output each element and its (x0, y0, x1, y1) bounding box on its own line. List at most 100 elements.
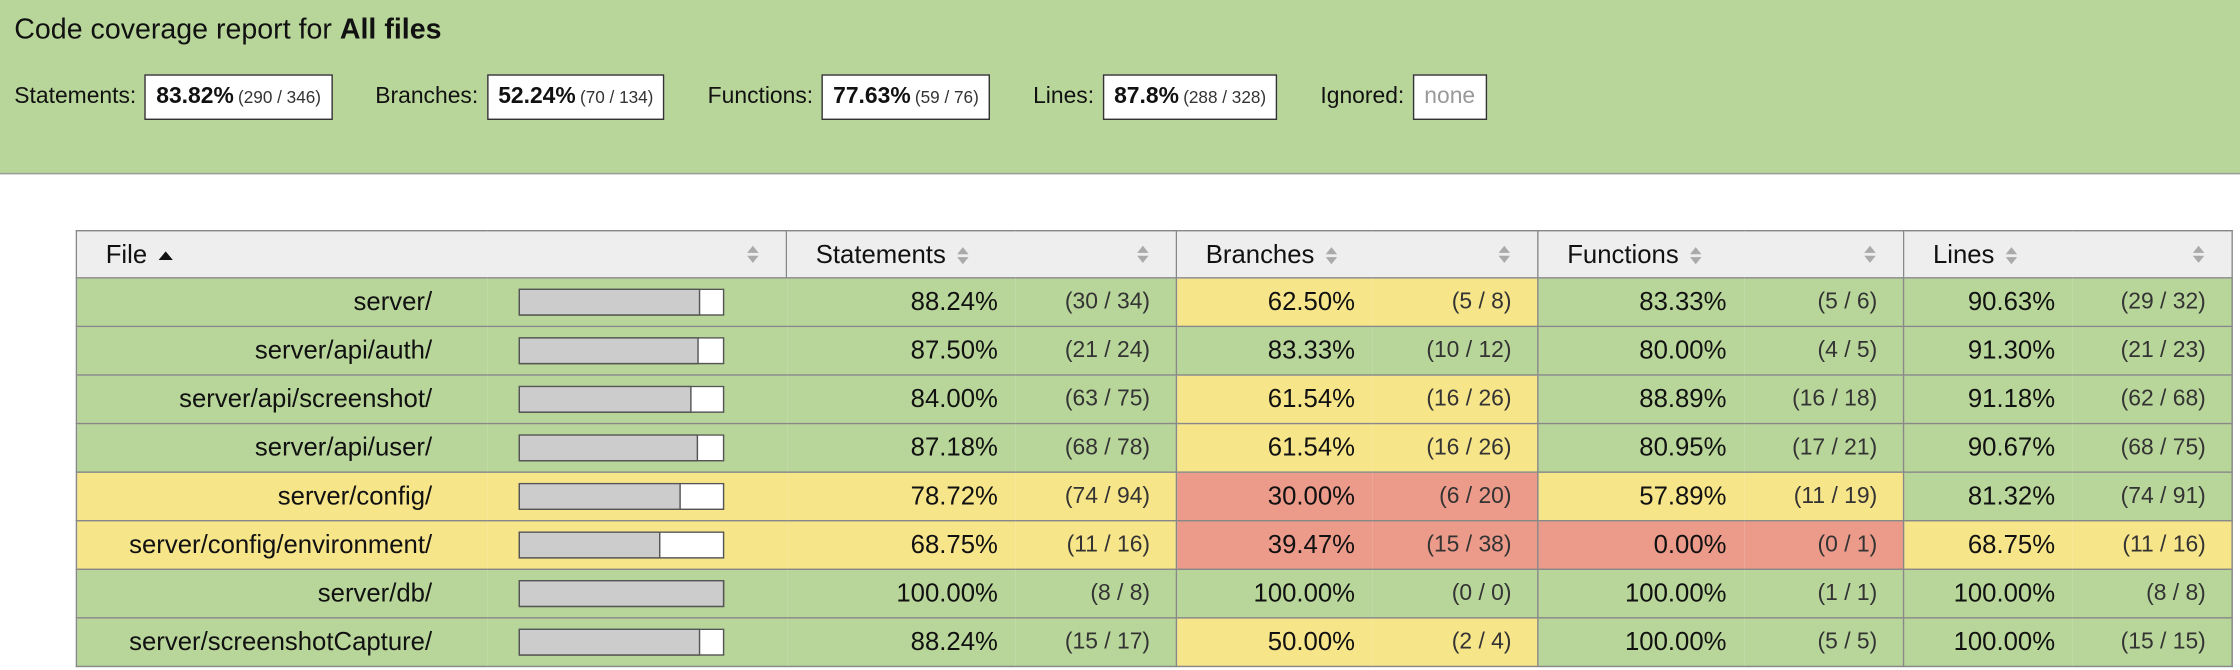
file-name[interactable]: server/db/ (75, 568, 487, 619)
fraction: (8 / 8) (2072, 568, 2233, 619)
summary-pct: 87.8% (1114, 84, 1179, 109)
file-name[interactable]: server/config/ (75, 471, 487, 522)
sort-arrow (2005, 246, 2018, 264)
fraction: (68 / 75) (2072, 422, 2233, 473)
coverage-bar-cell (486, 617, 787, 668)
column-title: Lines (1932, 239, 1995, 268)
fraction: (74 / 94) (1015, 471, 1178, 522)
percent: 81.32% (1903, 471, 2073, 522)
column-title: Statements (815, 239, 946, 268)
percent: 80.00% (1537, 325, 1744, 376)
percent: 39.47% (1176, 519, 1373, 570)
summary-label: Statements: (14, 84, 137, 109)
percent: 100.00% (1537, 568, 1744, 619)
summary-label: Lines: (1033, 84, 1095, 109)
fraction: (11 / 16) (2072, 519, 2233, 570)
fraction: (63 / 75) (1015, 374, 1178, 425)
summary-fraction: (59 / 76) (914, 87, 979, 108)
coverage-bar-cell (486, 519, 787, 570)
title: Code coverage report for All files (14, 14, 441, 47)
fraction: (5 / 6) (1743, 277, 1905, 328)
coverage-bar (517, 433, 724, 461)
coverage-bar (517, 579, 724, 607)
bar-fill (517, 530, 660, 558)
fraction: (16 / 26) (1372, 422, 1539, 473)
title-prefix: Code coverage report for (14, 14, 332, 46)
summary: Statements: 83.82% (290 / 346) Branches: 52.… (14, 74, 1529, 120)
fraction: (15 / 15) (2072, 617, 2233, 668)
fraction: (11 / 16) (1015, 519, 1178, 570)
column-title: Functions (1567, 239, 1679, 268)
coverage-bar-cell (486, 325, 787, 376)
sort-arrow (2192, 245, 2205, 263)
percent: 100.00% (1903, 568, 2073, 619)
file-name[interactable]: server/api/auth/ (75, 325, 487, 376)
summary-label: Functions: (707, 84, 814, 109)
column-header[interactable]: Functions (1537, 229, 1905, 279)
coverage-bar (517, 384, 724, 413)
column-header[interactable]: Branches (1175, 229, 1539, 279)
percent: 83.33% (1176, 325, 1373, 376)
percent: 90.63% (1903, 277, 2073, 328)
percent: 91.18% (1903, 374, 2073, 425)
percent: 100.00% (1903, 617, 2073, 668)
file-name[interactable]: server/config/environment/ (75, 519, 487, 570)
percent: 78.72% (786, 471, 1016, 522)
percent: 68.75% (1903, 519, 2073, 570)
percent: 50.00% (1176, 617, 1373, 668)
table-row: server/db/100.00% (8 / 8) 100.00% (0 / 0) 10… (75, 568, 2233, 619)
percent: 62.50% (1176, 277, 1373, 328)
table-row: server/88.24% (30 / 34) 62.50% (5 / 8) 83.33… (75, 277, 2233, 328)
fraction: (0 / 0) (1372, 568, 1539, 619)
column-header[interactable]: Lines (1902, 229, 2233, 279)
ignored-value: none (1412, 74, 1487, 120)
percent: 88.24% (786, 277, 1016, 328)
sort-arrow (158, 251, 173, 260)
summary-item: Statements: 83.82% (290 / 346) (14, 74, 333, 120)
table-row: server/config/78.72% (74 / 94) 30.00% (6 / … (75, 471, 2233, 522)
percent: 61.54% (1176, 422, 1373, 473)
file-name[interactable]: server/screenshotCapture/ (75, 617, 487, 668)
sort-asc-icon (158, 251, 173, 260)
summary-label: Ignored: (1320, 84, 1405, 109)
fraction: (11 / 19) (1743, 471, 1905, 522)
file-name[interactable]: server/api/user/ (75, 422, 487, 473)
coverage-bar-cell (486, 471, 787, 522)
table-row: server/screenshotCapture/88.24% (15 / 17)… (75, 617, 2233, 668)
fraction: (8 / 8) (1015, 568, 1178, 619)
sort-icon (747, 245, 759, 263)
file-name[interactable]: server/ (75, 277, 487, 328)
table-row: server/api/screenshot/84.00% (63 / 75) 61.… (75, 374, 2233, 425)
fraction: (0 / 1) (1743, 519, 1905, 570)
fraction: (68 / 78) (1015, 422, 1178, 473)
column-header[interactable]: File (75, 229, 788, 279)
fraction: (2 / 4) (1372, 617, 1539, 668)
summary-item: Branches: 52.24% (70 / 134) (375, 74, 665, 120)
sort-arrow (747, 245, 759, 263)
file-name[interactable]: server/api/screenshot/ (75, 374, 487, 425)
percent: 90.67% (1903, 422, 2073, 473)
summary-box: 77.63% (59 / 76) (821, 74, 991, 120)
sort-arrow (1498, 245, 1511, 263)
summary-pct: 77.63% (833, 84, 911, 109)
percent: 88.89% (1537, 374, 1744, 425)
percent: 87.18% (786, 422, 1016, 473)
sort-icon (2192, 245, 2205, 263)
sort-icon (1498, 245, 1511, 263)
table-body: server/88.24% (30 / 34) 62.50% (5 / 8) 83.33… (75, 277, 2233, 668)
column-header[interactable]: Statements (785, 229, 1178, 279)
fraction: (1 / 1) (1743, 568, 1905, 619)
column-title: Branches (1205, 239, 1315, 268)
fraction: (74 / 91) (2072, 471, 2233, 522)
sort-arrow (1137, 245, 1149, 263)
bar-fill (517, 433, 698, 461)
fraction: (10 / 12) (1372, 325, 1539, 376)
table-row: server/config/environment/68.75% (11 / 16… (75, 519, 2233, 570)
bar-fill (517, 287, 700, 315)
coverage-bar-cell (486, 277, 787, 328)
fraction: (17 / 21) (1743, 422, 1905, 473)
percent: 61.54% (1176, 374, 1373, 425)
sort-arrow (1864, 245, 1876, 263)
